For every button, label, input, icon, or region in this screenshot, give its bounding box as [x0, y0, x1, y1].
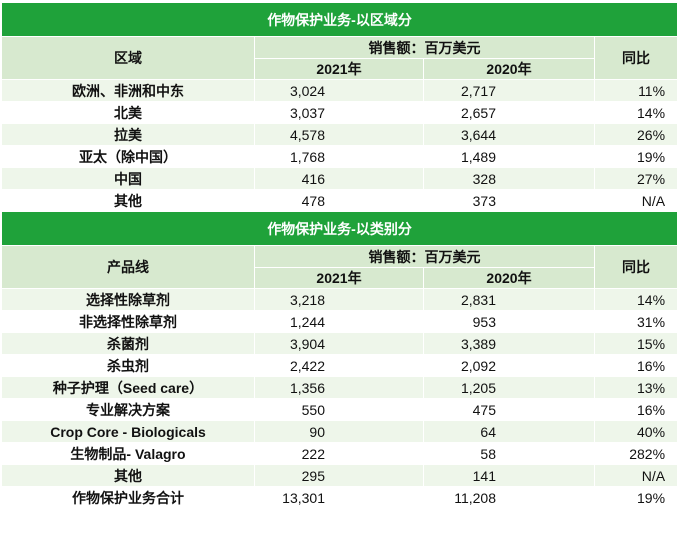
category-row-label: 种子护理（Seed care）	[1, 376, 255, 399]
category-sales-header: 销售额：百万美元	[254, 245, 595, 268]
region-row: 北美 3,037 2,657 14%	[1, 101, 678, 124]
region-row-2021-value: 3,024	[254, 79, 424, 102]
category-yoy-header: 同比	[593, 245, 678, 289]
category-row: 生物制品- Valagro 222 58 282%	[1, 442, 678, 465]
category-row-label: 杀菌剂	[1, 332, 255, 355]
region-year-row: 2021年 2020年	[2, 58, 678, 80]
region-row-2021-value: 1,768	[254, 145, 424, 168]
category-row-2020-value: 11,208	[423, 486, 595, 509]
category-row: 作物保护业务合计 13,301 11,208 19%	[1, 486, 678, 509]
region-section-title-row: 作物保护业务-以区域分	[0, 2, 678, 37]
region-row: 中国 416 328 27%	[1, 167, 678, 190]
category-row: 其他 295 141 N/A	[1, 464, 678, 487]
region-yoy-header: 同比	[593, 36, 678, 80]
category-row-yoy-value: N/A	[593, 464, 678, 487]
region-sales-header: 销售额：百万美元	[254, 36, 595, 59]
category-row-2020-value: 2,092	[423, 354, 595, 377]
category-row-yoy-value: 19%	[593, 486, 678, 509]
category-row-yoy-value: 14%	[593, 288, 678, 311]
region-row-label: 其他	[1, 189, 255, 212]
region-section-title: 作物保护业务-以区域分	[0, 2, 678, 37]
region-row-yoy-value: 14%	[593, 101, 678, 124]
category-row-label: 杀虫剂	[1, 354, 255, 377]
category-row-yoy-value: 31%	[593, 310, 678, 333]
region-row: 欧洲、非洲和中东 3,024 2,717 11%	[1, 79, 678, 102]
category-row-label: 选择性除草剂	[1, 288, 255, 311]
category-row-yoy-value: 16%	[593, 354, 678, 377]
region-row-label: 亚太（除中国）	[1, 145, 255, 168]
region-row-2020-value: 3,644	[423, 123, 595, 146]
region-row-yoy-value: N/A	[593, 189, 678, 212]
region-row-2021-value: 3,037	[254, 101, 424, 124]
category-year-2021: 2021年	[254, 267, 424, 289]
region-row: 其他 478 373 N/A	[1, 189, 678, 212]
region-header-row: 区域 销售额：百万美元 同比	[1, 36, 678, 80]
category-row-2021-value: 550	[254, 398, 424, 421]
category-row-2020-value: 64	[423, 420, 595, 443]
category-year-2020: 2020年	[423, 267, 595, 289]
region-row-yoy-value: 19%	[593, 145, 678, 168]
region-row-2020-value: 1,489	[423, 145, 595, 168]
category-column-header: 产品线	[1, 245, 255, 289]
region-row-label: 中国	[1, 167, 255, 190]
category-row-label: 非选择性除草剂	[1, 310, 255, 333]
category-row: 杀虫剂 2,422 2,092 16%	[1, 354, 678, 377]
category-row-label: 生物制品- Valagro	[1, 442, 255, 465]
region-row: 拉美 4,578 3,644 26%	[1, 123, 678, 146]
category-row-yoy-value: 13%	[593, 376, 678, 399]
category-row: 种子护理（Seed care） 1,356 1,205 13%	[1, 376, 678, 399]
category-row-label: 作物保护业务合计	[1, 486, 255, 509]
category-row-2020-value: 953	[423, 310, 595, 333]
category-row-2020-value: 1,205	[423, 376, 595, 399]
region-row-2020-value: 328	[423, 167, 595, 190]
category-row-label: 其他	[1, 464, 255, 487]
category-row-2020-value: 2,831	[423, 288, 595, 311]
crop-protection-table: 作物保护业务-以区域分 区域 销售额：百万美元 同比 2021年 2020年 欧…	[0, 2, 678, 509]
category-row-2020-value: 58	[423, 442, 595, 465]
category-row-2021-value: 222	[254, 442, 424, 465]
region-column-header: 区域	[1, 36, 255, 80]
region-year-2020: 2020年	[423, 58, 595, 80]
category-row: 杀菌剂 3,904 3,389 15%	[1, 332, 678, 355]
category-row-2021-value: 3,904	[254, 332, 424, 355]
category-row: Crop Core - Biologicals 90 64 40%	[1, 420, 678, 443]
region-row-yoy-value: 26%	[593, 123, 678, 146]
region-row-2021-value: 416	[254, 167, 424, 190]
category-section-title-row: 作物保护业务-以类别分	[0, 211, 678, 246]
category-row-2021-value: 295	[254, 464, 424, 487]
region-row-2021-value: 4,578	[254, 123, 424, 146]
category-row-yoy-value: 40%	[593, 420, 678, 443]
region-row-2020-value: 2,717	[423, 79, 595, 102]
region-row: 亚太（除中国） 1,768 1,489 19%	[1, 145, 678, 168]
category-row-2021-value: 13,301	[254, 486, 424, 509]
category-row-2021-value: 90	[254, 420, 424, 443]
category-row-label: 专业解决方案	[1, 398, 255, 421]
category-row: 选择性除草剂 3,218 2,831 14%	[1, 288, 678, 311]
category-row: 非选择性除草剂 1,244 953 31%	[1, 310, 678, 333]
category-row-2020-value: 141	[423, 464, 595, 487]
category-section-title: 作物保护业务-以类别分	[0, 211, 678, 246]
region-row-2021-value: 478	[254, 189, 424, 212]
category-row-2021-value: 1,356	[254, 376, 424, 399]
category-row-yoy-value: 15%	[593, 332, 678, 355]
region-row-label: 拉美	[1, 123, 255, 146]
category-row-yoy-value: 16%	[593, 398, 678, 421]
region-row-2020-value: 373	[423, 189, 595, 212]
category-row-2020-value: 3,389	[423, 332, 595, 355]
category-row-2021-value: 1,244	[254, 310, 424, 333]
region-year-2021: 2021年	[254, 58, 424, 80]
category-year-row: 2021年 2020年	[2, 267, 678, 289]
category-row: 专业解决方案 550 475 16%	[1, 398, 678, 421]
category-row-yoy-value: 282%	[593, 442, 678, 465]
region-row-label: 北美	[1, 101, 255, 124]
category-header-row: 产品线 销售额：百万美元 同比	[1, 245, 678, 289]
region-row-label: 欧洲、非洲和中东	[1, 79, 255, 102]
region-row-yoy-value: 11%	[593, 79, 678, 102]
category-row-label: Crop Core - Biologicals	[1, 420, 255, 443]
category-row-2021-value: 3,218	[254, 288, 424, 311]
category-row-2020-value: 475	[423, 398, 595, 421]
region-row-yoy-value: 27%	[593, 167, 678, 190]
region-row-2020-value: 2,657	[423, 101, 595, 124]
category-row-2021-value: 2,422	[254, 354, 424, 377]
